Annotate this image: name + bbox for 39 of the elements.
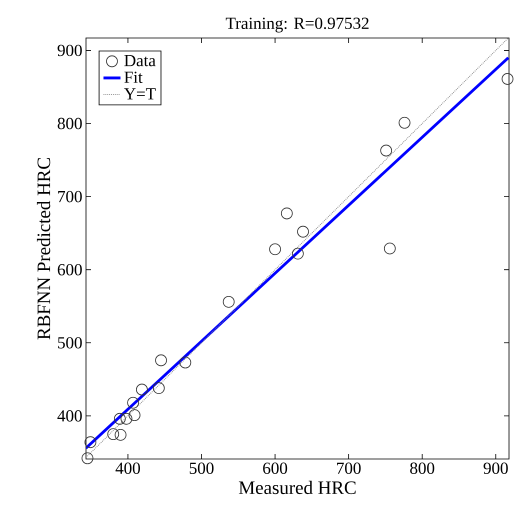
point (297, 226, 309, 238)
x-tick-label: 400 (116, 462, 140, 474)
point (136, 384, 148, 396)
chart-title: Training: R=0.97532 (226, 18, 369, 32)
legend-label: Fit (124, 72, 143, 83)
x-tick-label: 600 (263, 462, 288, 474)
point (128, 409, 140, 422)
point (398, 116, 410, 129)
y-tick-label: 900 (58, 44, 82, 56)
legend-label: Y=T (124, 88, 156, 100)
point (82, 452, 94, 464)
point (269, 243, 281, 256)
point (222, 296, 235, 308)
x-tick-label: 500 (190, 462, 214, 474)
x-axis-title: Measured HRC (238, 480, 356, 494)
point (152, 382, 165, 394)
y-tick-label: 400 (57, 410, 82, 422)
point (120, 412, 132, 425)
point (107, 428, 120, 440)
x-tick-label: 700 (337, 462, 361, 474)
y-tick-label: 500 (58, 337, 82, 349)
y-tick-label: 700 (58, 190, 82, 202)
point (84, 436, 96, 448)
point (127, 396, 139, 409)
point (384, 242, 396, 254)
point (380, 144, 392, 156)
x-tick-label: 800 (410, 462, 434, 474)
y-axis-title: RBFNN Predicted HRC (36, 158, 50, 340)
point (292, 248, 304, 260)
y-tick-label: 800 (58, 118, 82, 130)
point (179, 356, 192, 368)
x-tick-label: 900 (484, 462, 508, 474)
point (280, 208, 293, 220)
point (155, 354, 167, 366)
point (114, 428, 126, 441)
point (114, 412, 126, 425)
point (502, 73, 514, 85)
legend-label: Data (124, 55, 156, 66)
y-tick-label: 600 (58, 264, 82, 276)
